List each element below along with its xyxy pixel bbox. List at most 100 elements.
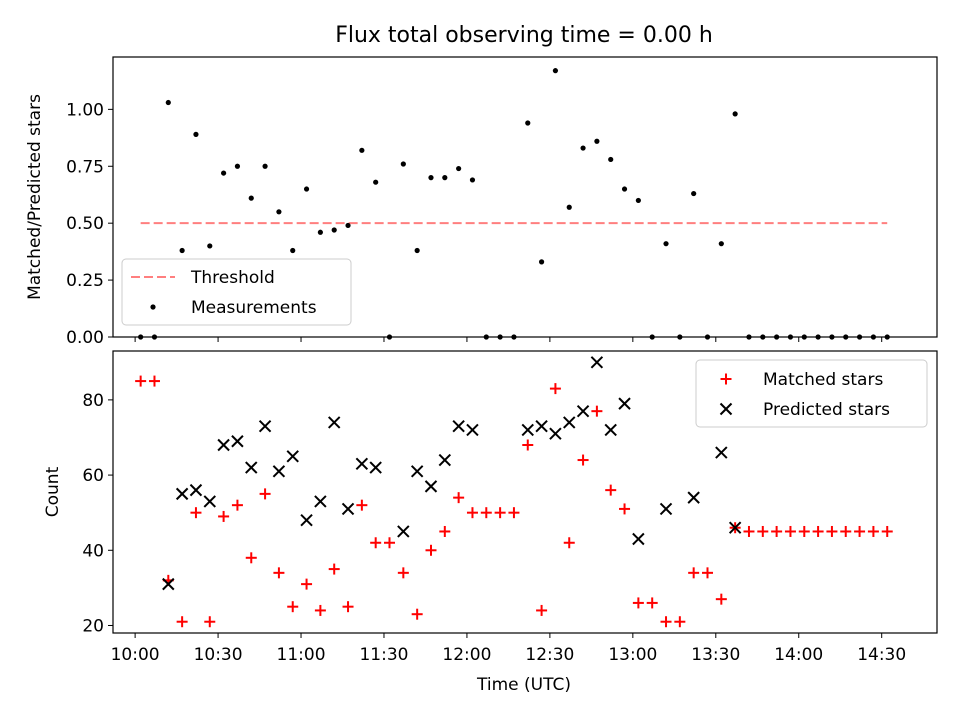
bottom-y-tick-label: 60 <box>82 466 104 486</box>
measurement-point <box>566 204 572 210</box>
predicted-star-point-b <box>687 491 700 504</box>
predicted-star-point <box>715 446 728 459</box>
predicted-star-point-b <box>632 532 645 546</box>
measurement-point <box>552 68 559 74</box>
matched-star-point <box>715 593 727 605</box>
chart-title: Flux total observing time = 0.00 h <box>335 23 713 48</box>
legend-predicted-swatch-b <box>719 402 733 416</box>
bottom-y-tick-label: 80 <box>82 391 104 411</box>
predicted-star-point <box>369 461 382 474</box>
matched-star-point <box>273 567 285 579</box>
predicted-star-point <box>397 525 410 538</box>
measurement-point <box>207 243 213 249</box>
matched-star-point <box>148 375 160 387</box>
matched-star-point <box>757 525 769 537</box>
predicted-star-point-b <box>328 416 341 429</box>
predicted-star-point <box>549 427 562 440</box>
predicted-star-point <box>355 457 369 471</box>
legend-predicted-swatch <box>719 402 733 416</box>
predicted-star-point <box>175 487 189 501</box>
matched-star-point <box>536 604 548 616</box>
matched-star-point <box>342 601 354 613</box>
top-plot-frame <box>112 56 938 338</box>
predicted-star-point-b <box>590 356 604 369</box>
measurement-point <box>179 247 185 254</box>
matched-star-point <box>701 567 713 579</box>
x-tick-label: 13:00 <box>608 645 657 665</box>
measurement-point <box>331 227 337 233</box>
predicted-star-point <box>632 532 645 546</box>
matched-star-point <box>411 608 423 620</box>
matched-star-point <box>646 597 658 609</box>
predicted-star-point <box>272 465 286 478</box>
matched-star-point <box>674 616 686 628</box>
legend-matched-swatch <box>720 373 732 385</box>
predicted-star-point-b <box>397 525 410 538</box>
measurement-point <box>303 186 310 192</box>
matched-star-point <box>508 507 520 519</box>
predicted-star-point <box>687 491 700 504</box>
predicted-star-point <box>189 483 203 497</box>
predicted-star-point-b <box>618 397 631 410</box>
predicted-star-point-b <box>162 577 175 591</box>
matched-star-point <box>522 439 534 451</box>
predicted-star-point-b <box>314 495 327 508</box>
predicted-star-point <box>618 397 631 410</box>
measurement-point <box>290 247 296 254</box>
bottom-plot-frame <box>112 350 938 634</box>
predicted-star-point <box>576 404 590 418</box>
top-y-tick-label: 0.50 <box>66 214 104 234</box>
predicted-star-point <box>300 513 313 527</box>
matched-star-point <box>439 525 451 537</box>
measurement-point <box>400 161 406 167</box>
x-tick-label: 13:30 <box>691 645 740 665</box>
bottom-panel: 20 40 60 80 10:00 10:30 11:00 11:30 12:00 12:30 13… <box>82 350 938 665</box>
matched-star-point <box>854 525 866 537</box>
top-legend: Threshold Measurements <box>121 258 352 326</box>
bottom-y-tick-label: 40 <box>82 541 104 561</box>
predicted-star-point-b <box>549 427 562 440</box>
predicted-star-point-b <box>438 453 452 467</box>
predicted-star-point <box>452 419 465 433</box>
predicted-star-point-b <box>410 465 424 478</box>
matched-star-point <box>466 507 478 519</box>
matched-star-point <box>218 510 230 522</box>
x-tick-label: 10:00 <box>111 645 160 665</box>
matched-star-point <box>480 507 492 519</box>
measurement-point <box>428 175 434 181</box>
matched-star-point <box>549 383 561 395</box>
predicted-star-point-b <box>231 435 244 448</box>
measurement-point <box>608 156 614 163</box>
matched-star-point <box>688 567 700 579</box>
measurement-point <box>635 197 641 204</box>
top-panel: 0.00 0.25 0.50 0.75 1.00 Threshold Measurement… <box>66 56 938 348</box>
measurement-point <box>317 229 323 235</box>
predicted-star-point <box>728 521 742 534</box>
measurement-point <box>732 111 738 117</box>
bottom-legend: Matched stars Predicted stars <box>695 359 928 428</box>
matched-star-point <box>798 525 810 537</box>
predicted-star-point-b <box>535 419 548 433</box>
matched-star-point <box>494 507 506 519</box>
predicted-star-point-b <box>245 461 258 474</box>
legend-threshold-label: Threshold <box>190 268 275 288</box>
predicted-star-point-b <box>286 450 299 463</box>
measurement-point <box>359 147 365 153</box>
measurement-point <box>663 241 669 247</box>
measurement-point <box>718 241 724 247</box>
matched-star-point <box>591 405 603 417</box>
top-legend-box <box>121 258 352 326</box>
top-y-tick-label: 0.25 <box>66 271 104 291</box>
matched-star-point <box>881 525 893 537</box>
predicted-star-point-b <box>563 416 576 429</box>
predicted-star-point-b <box>424 480 438 493</box>
measurement-point <box>345 222 351 229</box>
matched-star-point <box>771 525 783 537</box>
matched-star-point <box>370 537 382 549</box>
predicted-star-point-b <box>521 423 534 437</box>
matched-star-point <box>231 499 243 511</box>
predicted-star-point-b <box>604 423 617 437</box>
predicted-star-point-b <box>452 419 465 433</box>
predicted-star-point-b <box>466 423 479 437</box>
